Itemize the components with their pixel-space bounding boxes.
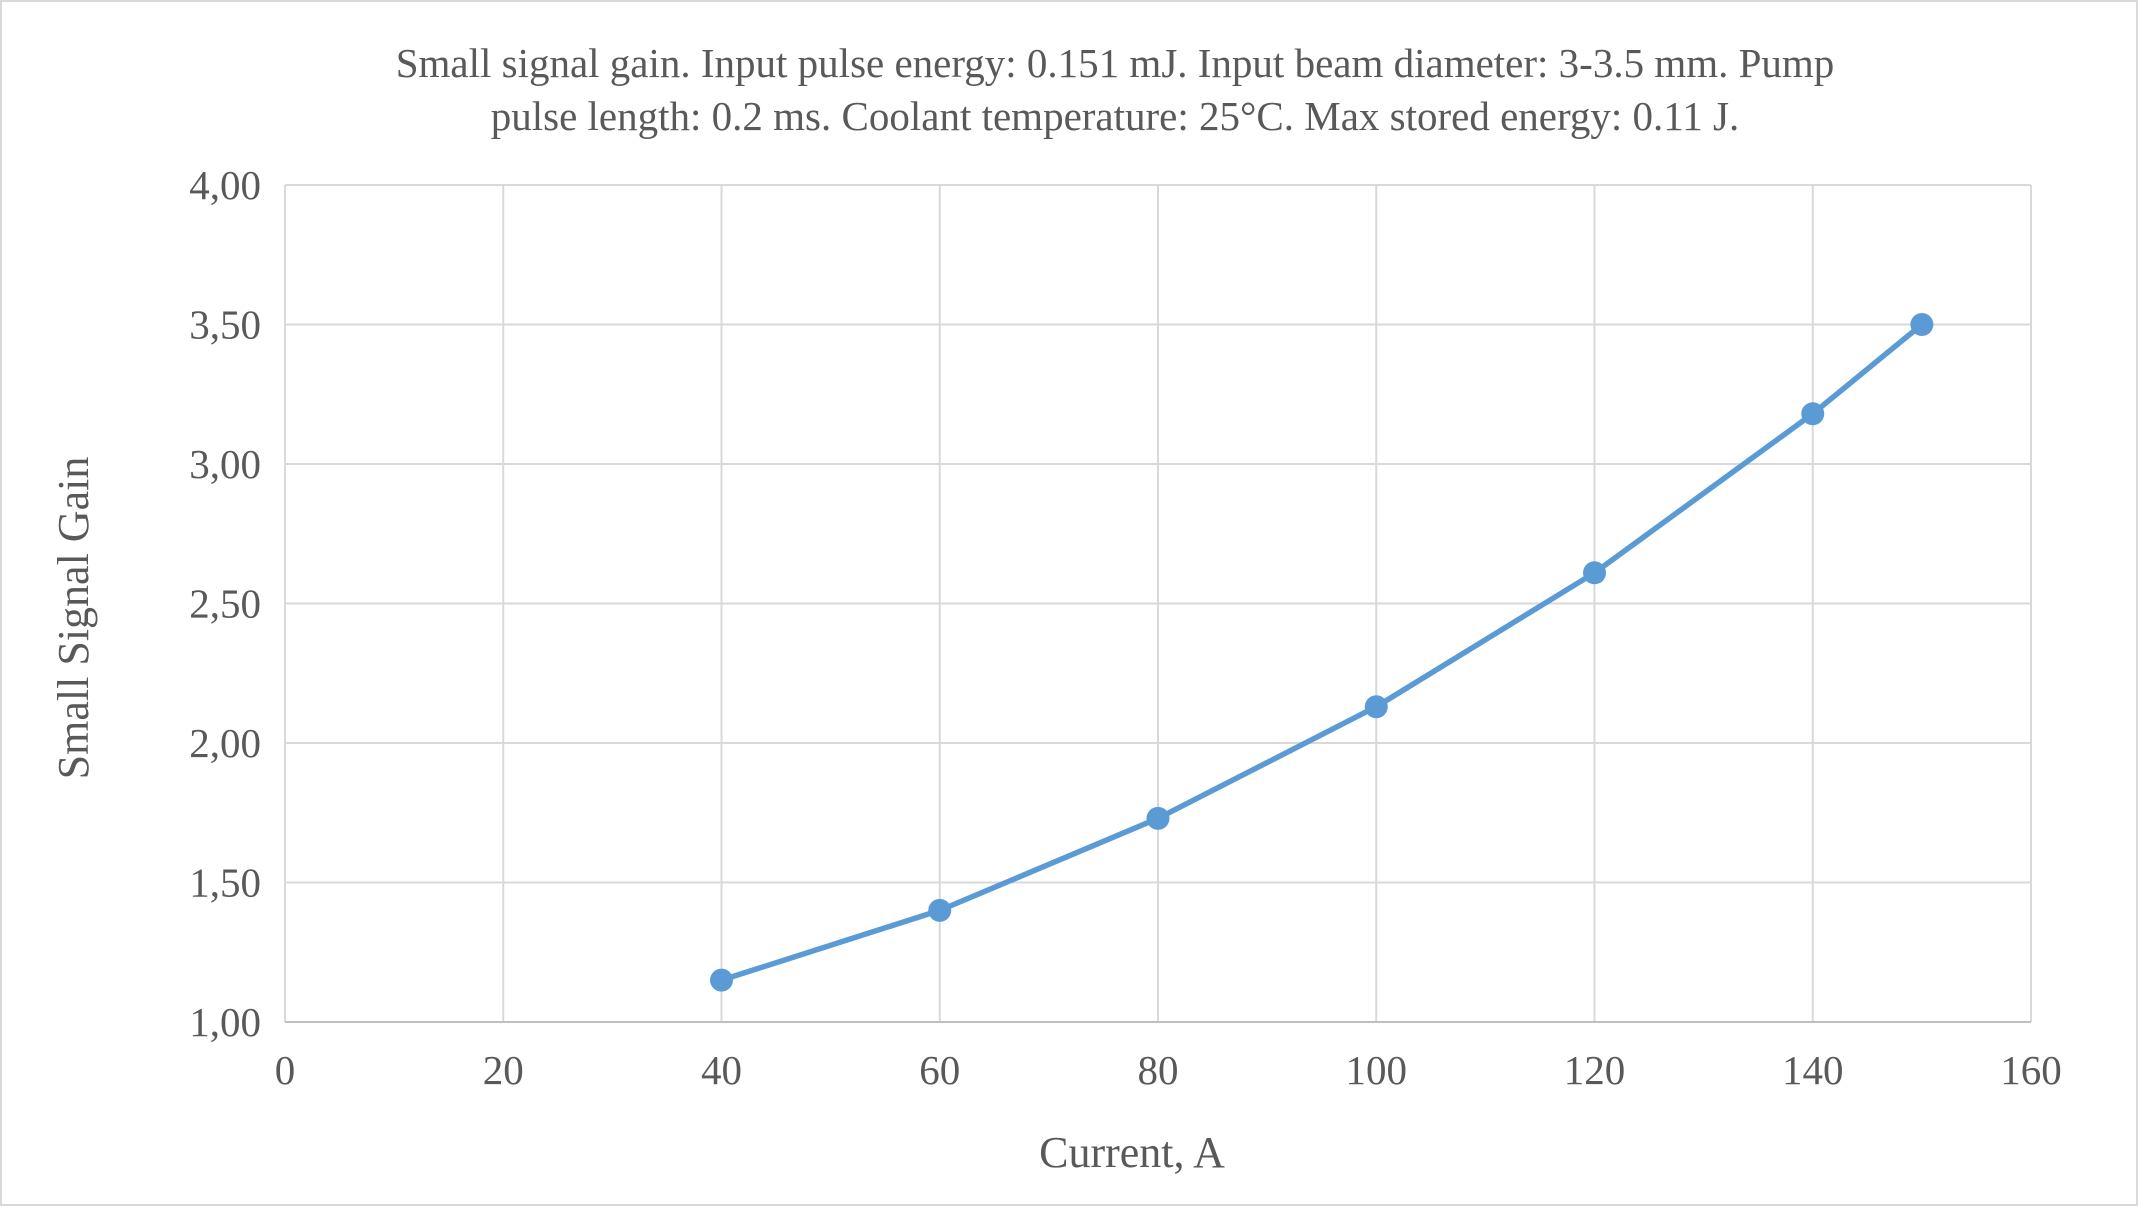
y-tick-label: 1,50: [189, 860, 261, 906]
y-tick-label: 3,00: [189, 441, 261, 487]
chart-title-line-1: Small signal gain. Input pulse energy: 0…: [396, 40, 1835, 86]
y-tick-label: 2,50: [189, 581, 261, 627]
x-tick-label: 160: [2000, 1047, 2062, 1093]
data-point: [928, 898, 952, 922]
x-tick-labels: 0 20 40 60 80 100 120 140 160: [275, 1047, 2062, 1093]
data-series: [710, 313, 1934, 992]
chart-title-line-2: pulse length: 0.2 ms. Coolant temperatur…: [491, 93, 1739, 139]
y-axis-title: Small Signal Gain: [49, 457, 98, 780]
x-tick-label: 120: [1564, 1047, 1626, 1093]
x-axis-title: Current, A: [1039, 1128, 1225, 1177]
x-tick-label: 40: [701, 1047, 742, 1093]
y-tick-label: 3,50: [189, 302, 261, 348]
x-tick-label: 20: [483, 1047, 524, 1093]
y-tick-labels: 1,00 1,50 2,00 2,50 3,00 3,50 4,00: [189, 162, 261, 1045]
data-point: [1364, 695, 1388, 719]
chart-title: Small signal gain. Input pulse energy: 0…: [396, 40, 1835, 139]
x-tick-label: 60: [919, 1047, 960, 1093]
x-tick-label: 100: [1346, 1047, 1408, 1093]
y-tick-label: 2,00: [189, 720, 261, 766]
x-tick-label: 80: [1138, 1047, 1179, 1093]
data-point: [1910, 313, 1934, 336]
y-tick-label: 1,00: [189, 999, 261, 1045]
x-tick-label: 0: [275, 1047, 296, 1093]
data-point: [1583, 561, 1606, 585]
y-tick-label: 4,00: [189, 162, 261, 208]
x-tick-label: 140: [1782, 1047, 1844, 1093]
data-point: [1146, 806, 1170, 830]
gridlines: [284, 184, 2032, 1023]
data-point: [710, 968, 733, 992]
data-point: [1801, 402, 1825, 426]
